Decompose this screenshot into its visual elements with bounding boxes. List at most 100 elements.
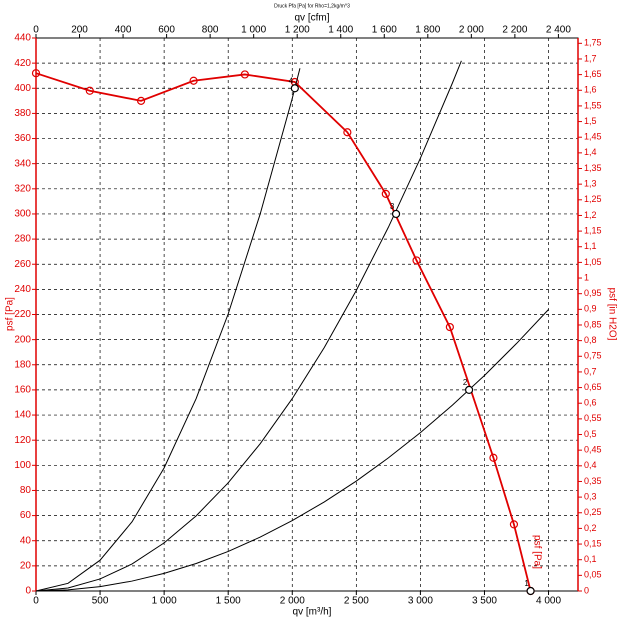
y-tick-label: 360 xyxy=(14,133,31,144)
y2-tick-label: 0,15 xyxy=(584,538,602,548)
y-tick-label: 220 xyxy=(14,309,31,320)
series-line xyxy=(35,68,301,592)
y-tick-label: 200 xyxy=(14,334,31,345)
y2-tick-label: 0,95 xyxy=(584,288,602,298)
y-tick-label: 400 xyxy=(14,83,31,94)
y2-tick-label: 0,4 xyxy=(584,460,597,470)
point-label: 2 xyxy=(463,378,468,387)
data-point xyxy=(31,69,41,78)
y-tick-label: 260 xyxy=(14,259,31,270)
y2-tick-label: 0,1 xyxy=(584,554,597,564)
y2-tick-label: 1,3 xyxy=(584,179,597,189)
x-tick-label: 500 xyxy=(92,596,109,607)
x-tick-label: 0 xyxy=(33,596,39,607)
x2-tick-label: 800 xyxy=(202,25,219,36)
y-tick-label: 0 xyxy=(25,586,31,597)
series-line xyxy=(35,72,532,592)
y-tick-label: 100 xyxy=(14,460,31,471)
operating-point xyxy=(526,586,535,596)
y-tick-label: 40 xyxy=(20,535,32,546)
y-tick-label: 160 xyxy=(14,385,31,396)
y-tick-label: 340 xyxy=(14,158,31,169)
y2-tick-label: 0,65 xyxy=(584,382,602,392)
y-tick-label: 20 xyxy=(20,561,32,572)
y2-tick-label: 0,45 xyxy=(584,445,602,455)
y-tick-label: 440 xyxy=(14,33,31,44)
y2-tick-label: 0,75 xyxy=(584,351,602,361)
y2-tick-label: 0,05 xyxy=(584,570,602,580)
x-tick-label: 1 500 xyxy=(216,596,241,607)
y-tick-label: 140 xyxy=(14,410,31,421)
y-axis-label: psf [Pa] xyxy=(5,297,16,331)
point-label: 4 xyxy=(289,76,294,85)
y2-tick-label: 1,1 xyxy=(584,241,597,251)
y2-tick-label: 1,75 xyxy=(584,38,602,48)
y2-tick-label: 0,8 xyxy=(584,335,597,345)
y2-tick-label: 1,5 xyxy=(584,116,597,126)
y2-tick-label: 0,35 xyxy=(584,476,602,486)
series-line xyxy=(35,60,462,592)
y2-tick-label: 1,7 xyxy=(584,53,597,63)
y-tick-label: 180 xyxy=(14,359,31,370)
data-point xyxy=(489,453,498,462)
y2-tick-label: 1,6 xyxy=(584,85,597,95)
x-tick-label: 2 500 xyxy=(344,596,369,607)
y-tick-label: 320 xyxy=(14,183,31,194)
x-tick-label: 3 500 xyxy=(472,596,497,607)
y2-tick-label: 0,2 xyxy=(584,523,597,533)
y2-tick-label: 0,3 xyxy=(584,491,597,501)
y-tick-label: 280 xyxy=(14,234,31,245)
x2-tick-label: 1 000 xyxy=(241,25,266,36)
y2-tick-label: 1 xyxy=(584,272,589,282)
x-axis-label: qv [m³/h] xyxy=(293,607,332,618)
data-point xyxy=(189,76,198,85)
x2-tick-label: 1 600 xyxy=(372,25,397,36)
y2-tick-label: 0,5 xyxy=(584,429,597,439)
data-point xyxy=(412,256,421,265)
y2-tick-label: 0,7 xyxy=(584,366,597,376)
x2-axis-label: qv [cfm] xyxy=(294,13,329,24)
x2-tick-label: 200 xyxy=(71,25,88,36)
x2-tick-label: 2 400 xyxy=(546,25,571,36)
y2-tick-label: 1,25 xyxy=(584,194,602,204)
x2-tick-label: 1 800 xyxy=(415,25,440,36)
chart-title: Druck Pfa [Pa] for Rho=1,2kg/m^3 xyxy=(274,3,350,9)
y-tick-label: 300 xyxy=(14,209,31,220)
operating-point xyxy=(464,385,474,395)
x2-tick-label: 2 200 xyxy=(502,25,527,36)
y-tick-label: 120 xyxy=(14,435,31,446)
point-label: 1 xyxy=(524,579,529,588)
y2-tick-label: 0,85 xyxy=(584,319,602,329)
y2-tick-label: 1,2 xyxy=(584,210,597,220)
x2-tick-label: 1 200 xyxy=(285,25,310,36)
data-point xyxy=(509,520,519,529)
data-point xyxy=(445,322,454,332)
y2-tick-label: 0,9 xyxy=(584,304,597,314)
y2-tick-label: 0 xyxy=(584,585,589,595)
y-tick-label: 80 xyxy=(20,485,32,496)
y2-tick-label: 1,65 xyxy=(584,69,602,79)
y-tick-label: 240 xyxy=(14,284,31,295)
x2-tick-label: 600 xyxy=(158,25,175,36)
y2-tick-label: 0,55 xyxy=(584,413,602,423)
point-label: 3 xyxy=(390,202,395,211)
x-tick-label: 3 000 xyxy=(408,596,433,607)
x2-tick-label: 400 xyxy=(115,25,132,36)
series-line xyxy=(35,309,549,592)
x-tick-label: 2 000 xyxy=(280,596,305,607)
data-point xyxy=(85,86,94,95)
data-point xyxy=(136,96,146,105)
y2-tick-label: 1,35 xyxy=(584,163,602,173)
operating-point xyxy=(290,84,299,93)
operating-point xyxy=(391,209,401,219)
y2-tick-label: 0,6 xyxy=(584,398,597,408)
data-point xyxy=(343,128,352,137)
y2-tick-label: 1,55 xyxy=(584,100,602,110)
y-tick-label: 380 xyxy=(14,108,31,119)
data-point xyxy=(381,189,390,198)
y2-tick-label: 1,45 xyxy=(584,132,602,142)
data-point xyxy=(240,70,249,79)
y2-axis-label: psf [in H2O] xyxy=(606,288,617,341)
curve-label: psf [Pa] xyxy=(531,535,542,569)
